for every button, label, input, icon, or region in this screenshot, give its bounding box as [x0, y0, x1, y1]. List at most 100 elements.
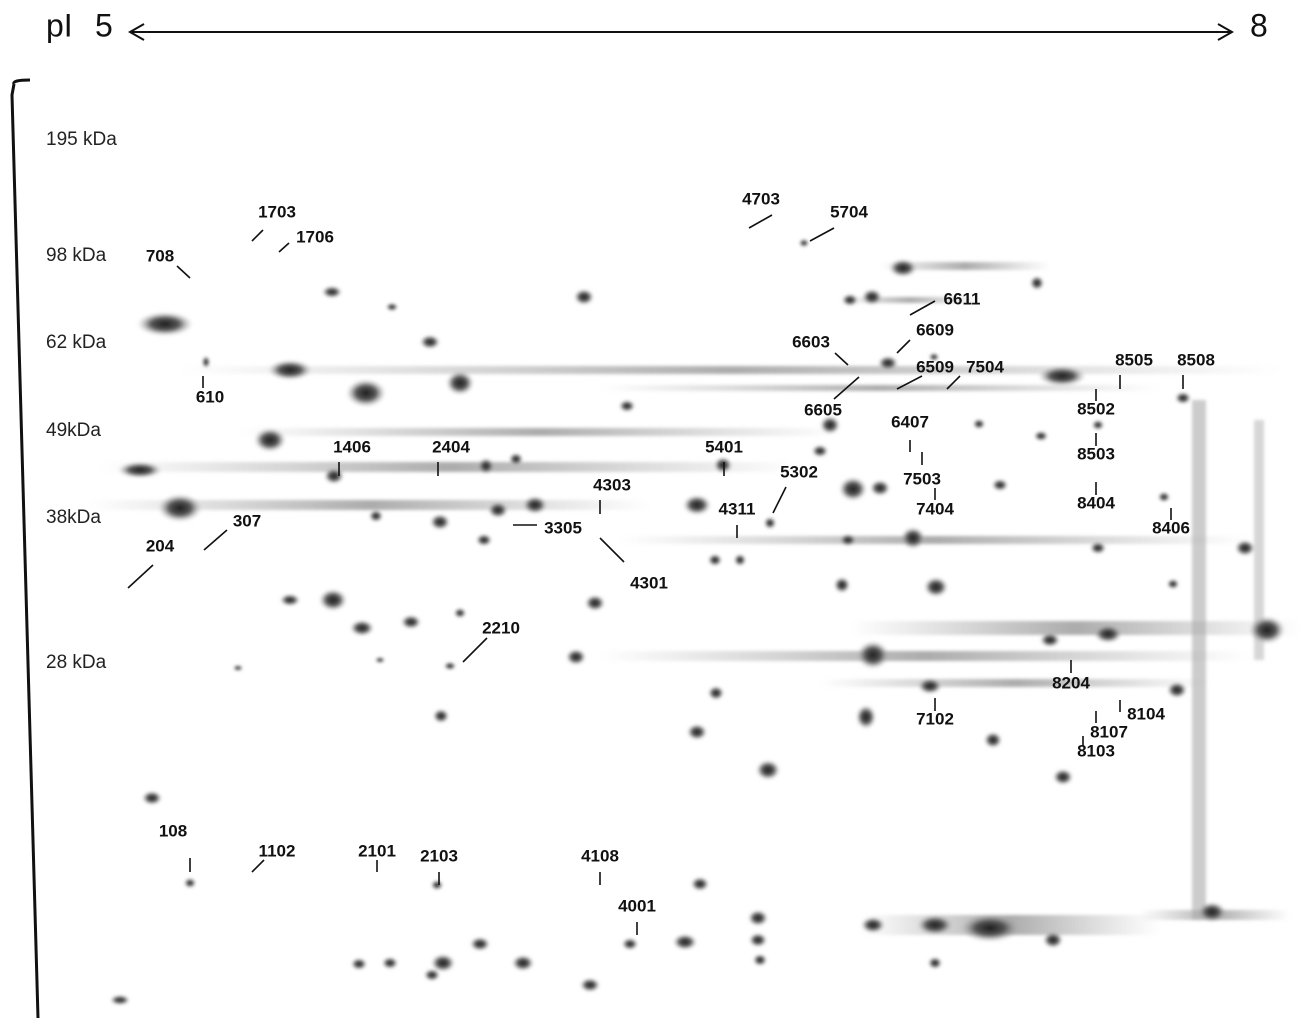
- protein-spot: [799, 239, 809, 247]
- mass-marker: 62 kDa: [46, 332, 107, 353]
- axis-label: pI: [46, 7, 73, 43]
- protein-spot: [454, 608, 466, 618]
- protein-spot: [1167, 579, 1179, 589]
- protein-spot: [842, 294, 858, 306]
- leader-line: [177, 266, 190, 278]
- gel-streak: [600, 385, 1160, 391]
- protein-spot: [350, 620, 374, 636]
- protein-spot: [488, 502, 508, 518]
- axis-end: 8: [1250, 7, 1268, 43]
- spot-label: 8503: [1077, 444, 1115, 463]
- protein-spot: [324, 468, 344, 484]
- spot-label: 3305: [544, 518, 582, 537]
- spot-label: 204: [146, 536, 175, 555]
- spot-label: 307: [233, 511, 261, 530]
- protein-spot: [861, 917, 885, 933]
- spot-label: 8103: [1077, 741, 1115, 760]
- spot-label: 708: [146, 246, 174, 265]
- protein-spot: [444, 662, 456, 670]
- spot-label: 8505: [1115, 350, 1153, 369]
- protein-spot: [1034, 431, 1048, 441]
- protein-spot: [1235, 540, 1255, 556]
- spot-label: 7102: [916, 709, 954, 728]
- protein-spot: [1090, 542, 1106, 554]
- ph-arrow: [130, 24, 1232, 40]
- protein-spot: [470, 937, 490, 951]
- spot-label: 4001: [618, 896, 656, 915]
- gel-edge: [12, 80, 38, 1018]
- leader-line: [910, 301, 935, 315]
- protein-spot: [673, 934, 697, 950]
- spot-label: 6611: [944, 289, 981, 308]
- protein-spot: [834, 577, 850, 593]
- protein-spot: [158, 494, 202, 522]
- leader-line: [252, 230, 263, 241]
- spot-label: 8107: [1090, 722, 1128, 741]
- mass-marker: 49kDa: [46, 420, 101, 441]
- spot-label: 6609: [916, 320, 954, 339]
- protein-spot: [509, 453, 523, 465]
- protein-spot: [756, 760, 780, 780]
- spot-label: 7404: [916, 499, 954, 518]
- protein-spot: [574, 289, 594, 305]
- spot-label: 2101: [358, 841, 396, 860]
- spot-label: 1406: [333, 437, 371, 456]
- spot-label: 8204: [1052, 673, 1090, 692]
- protein-spot: [420, 335, 440, 349]
- protein-spot: [137, 312, 193, 336]
- protein-spot: [202, 356, 210, 368]
- spot-label: 2103: [420, 846, 458, 865]
- protein-spot: [401, 615, 421, 629]
- protein-spot: [446, 371, 474, 395]
- spot-label: 5704: [830, 202, 868, 221]
- protein-spot: [566, 649, 586, 665]
- protein-spot: [233, 665, 243, 671]
- protein-spot: [889, 259, 917, 277]
- protein-spot: [1158, 492, 1170, 502]
- spot-label: 5302: [780, 462, 818, 481]
- protein-spot: [708, 554, 722, 566]
- leader-line: [252, 860, 264, 872]
- spot-label: 1703: [258, 202, 296, 221]
- protein-spot: [382, 957, 398, 969]
- protein-spot: [110, 995, 130, 1005]
- protein-spot: [1167, 682, 1187, 698]
- gel-figure: pI 5 8 195 kDa98 kDa62 kDa49kDa38kDa28 k…: [0, 0, 1311, 1018]
- spot-label: 7504: [966, 357, 1004, 376]
- spot-label: 8406: [1152, 518, 1190, 537]
- mass-marker: 195 kDa: [46, 129, 117, 150]
- protein-spot: [280, 594, 300, 606]
- protein-spot: [1030, 276, 1044, 290]
- leader-line: [897, 340, 910, 353]
- protein-spot: [749, 933, 767, 947]
- spot-label: 1706: [296, 227, 334, 246]
- protein-spot: [268, 360, 312, 380]
- leader-line: [773, 487, 786, 513]
- protein-spot: [118, 462, 162, 478]
- axis-start: 5: [95, 7, 113, 43]
- spot-label: 6605: [804, 400, 842, 419]
- protein-spot: [984, 732, 1002, 748]
- protein-spot: [1038, 366, 1086, 386]
- spot-label: 610: [196, 387, 224, 406]
- protein-spot: [585, 595, 605, 611]
- spot-label: 4301: [630, 573, 668, 592]
- leader-line: [810, 228, 834, 241]
- protein-spot: [184, 878, 196, 888]
- protein-spot: [1249, 616, 1285, 644]
- spot-label: 8508: [1177, 350, 1215, 369]
- protein-spot: [924, 577, 948, 597]
- page: pI 5 8 195 kDa98 kDa62 kDa49kDa38kDa28 k…: [0, 0, 1311, 1018]
- gel-streak: [1192, 400, 1206, 920]
- spot-label: 2404: [432, 437, 470, 456]
- protein-spot: [622, 938, 638, 950]
- protein-spot: [478, 458, 494, 474]
- protein-spot: [375, 657, 385, 663]
- protein-spot: [917, 915, 953, 935]
- protein-spot: [812, 445, 828, 457]
- gel-streak: [850, 621, 1300, 635]
- protein-spot: [734, 554, 746, 566]
- protein-spot: [1040, 633, 1060, 647]
- protein-spot: [857, 641, 889, 669]
- protein-spot: [580, 978, 600, 992]
